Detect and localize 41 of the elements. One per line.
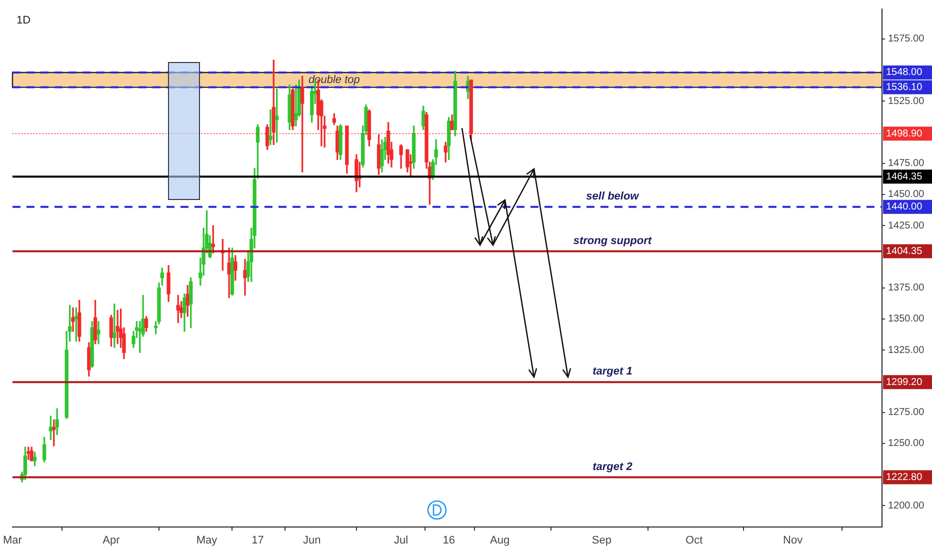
- x-tick-label: Jun: [302, 534, 321, 546]
- text: 1D: [16, 14, 31, 27]
- candlestick: [71, 307, 75, 332]
- y-tick-label: 1375.00: [888, 282, 925, 294]
- band-label: double top: [308, 74, 360, 86]
- ref-line-label: 1404.35: [886, 246, 923, 258]
- ref-line-label: 1498.90: [886, 128, 923, 140]
- x-tick-label: 17: [252, 534, 264, 546]
- annotation: target 2: [592, 460, 632, 473]
- ref-line-label: 1299.20: [886, 376, 923, 388]
- ref-line-label: 1548.00: [886, 67, 923, 78]
- y-tick-label: 1475.00: [888, 158, 925, 170]
- ref-line-label: 1222.80: [886, 472, 923, 484]
- ref-line-label: 1464.35: [886, 171, 923, 182]
- x-tick-label: Sep: [592, 534, 612, 546]
- y-tick-label: 1450.00: [888, 189, 925, 200]
- x-tick-label: Nov: [783, 534, 804, 546]
- y-tick-label: 1525.00: [888, 96, 925, 107]
- candlestick: [243, 258, 247, 296]
- y-tick-label: 1425.00: [888, 220, 925, 232]
- ref-line-label: 1440.00: [886, 202, 923, 213]
- annotation: target 1: [592, 366, 632, 378]
- x-tick-label: Aug: [490, 534, 510, 546]
- x-tick-label: Apr: [102, 534, 120, 546]
- x-tick-label: 16: [442, 534, 455, 546]
- x-tick-label: Mar: [2, 534, 22, 546]
- annotation: strong support: [573, 234, 653, 247]
- x-tick-label: Jul: [394, 534, 408, 546]
- y-tick-label: 1575.00: [888, 34, 925, 45]
- y-tick-label: 1250.00: [888, 438, 925, 450]
- candlestick: [116, 310, 120, 344]
- y-tick-label: 1200.00: [888, 500, 925, 512]
- candlestick: [96, 321, 100, 344]
- x-tick-label: Oct: [686, 534, 703, 546]
- x-tick-label: May: [196, 534, 218, 546]
- y-tick-label: 1275.00: [888, 407, 925, 418]
- candlestick: [268, 109, 272, 146]
- y-tick-label: 1325.00: [888, 344, 925, 356]
- y-tick-label: 1350.00: [888, 314, 925, 325]
- annotation: sell below: [586, 190, 640, 202]
- ref-line-label: 1536.10: [886, 82, 923, 94]
